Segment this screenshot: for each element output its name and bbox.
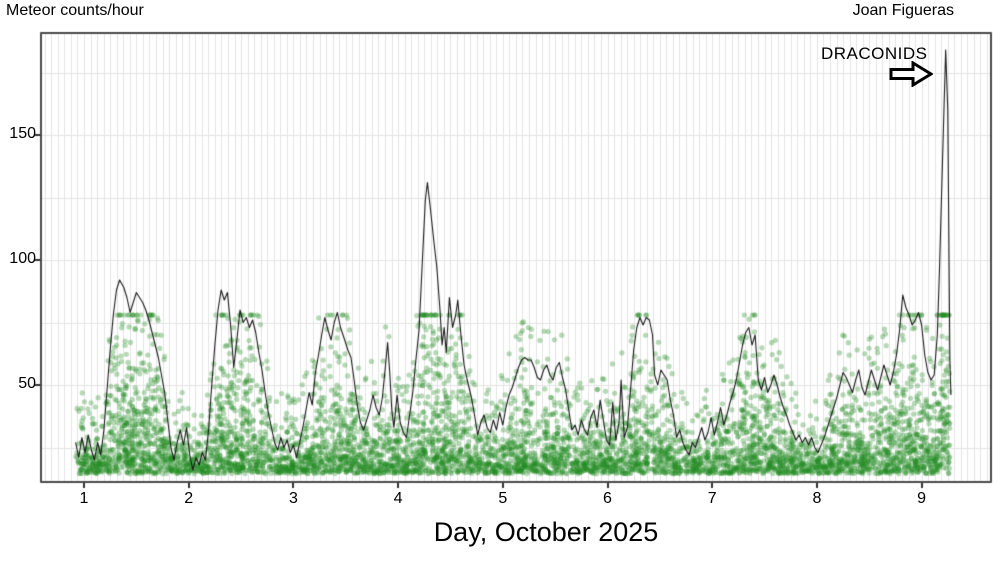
draconids-annotation-label: DRACONIDS [821,44,928,63]
x-tick-label: 9 [917,490,927,507]
x-tick-label: 1 [79,490,89,507]
y-tick-label: 50 [18,375,36,392]
y-tick-label: 150 [9,125,36,142]
x-axis-title: Day, October 2025 [433,517,659,547]
x-tick-label: 6 [603,490,612,507]
x-tick-label: 5 [498,490,508,507]
x-tick-label: 2 [184,490,194,507]
x-tick-label: 4 [393,490,403,507]
author-label: Joan Figueras [852,2,954,19]
block-right-arrow-icon [889,60,934,88]
x-tick-label: 7 [707,490,717,507]
y-axis-units-label: Meteor counts/hour [6,2,144,19]
x-tick-label: 8 [812,490,822,507]
x-tick-label: 3 [288,490,298,507]
y-tick-label: 100 [9,250,36,267]
